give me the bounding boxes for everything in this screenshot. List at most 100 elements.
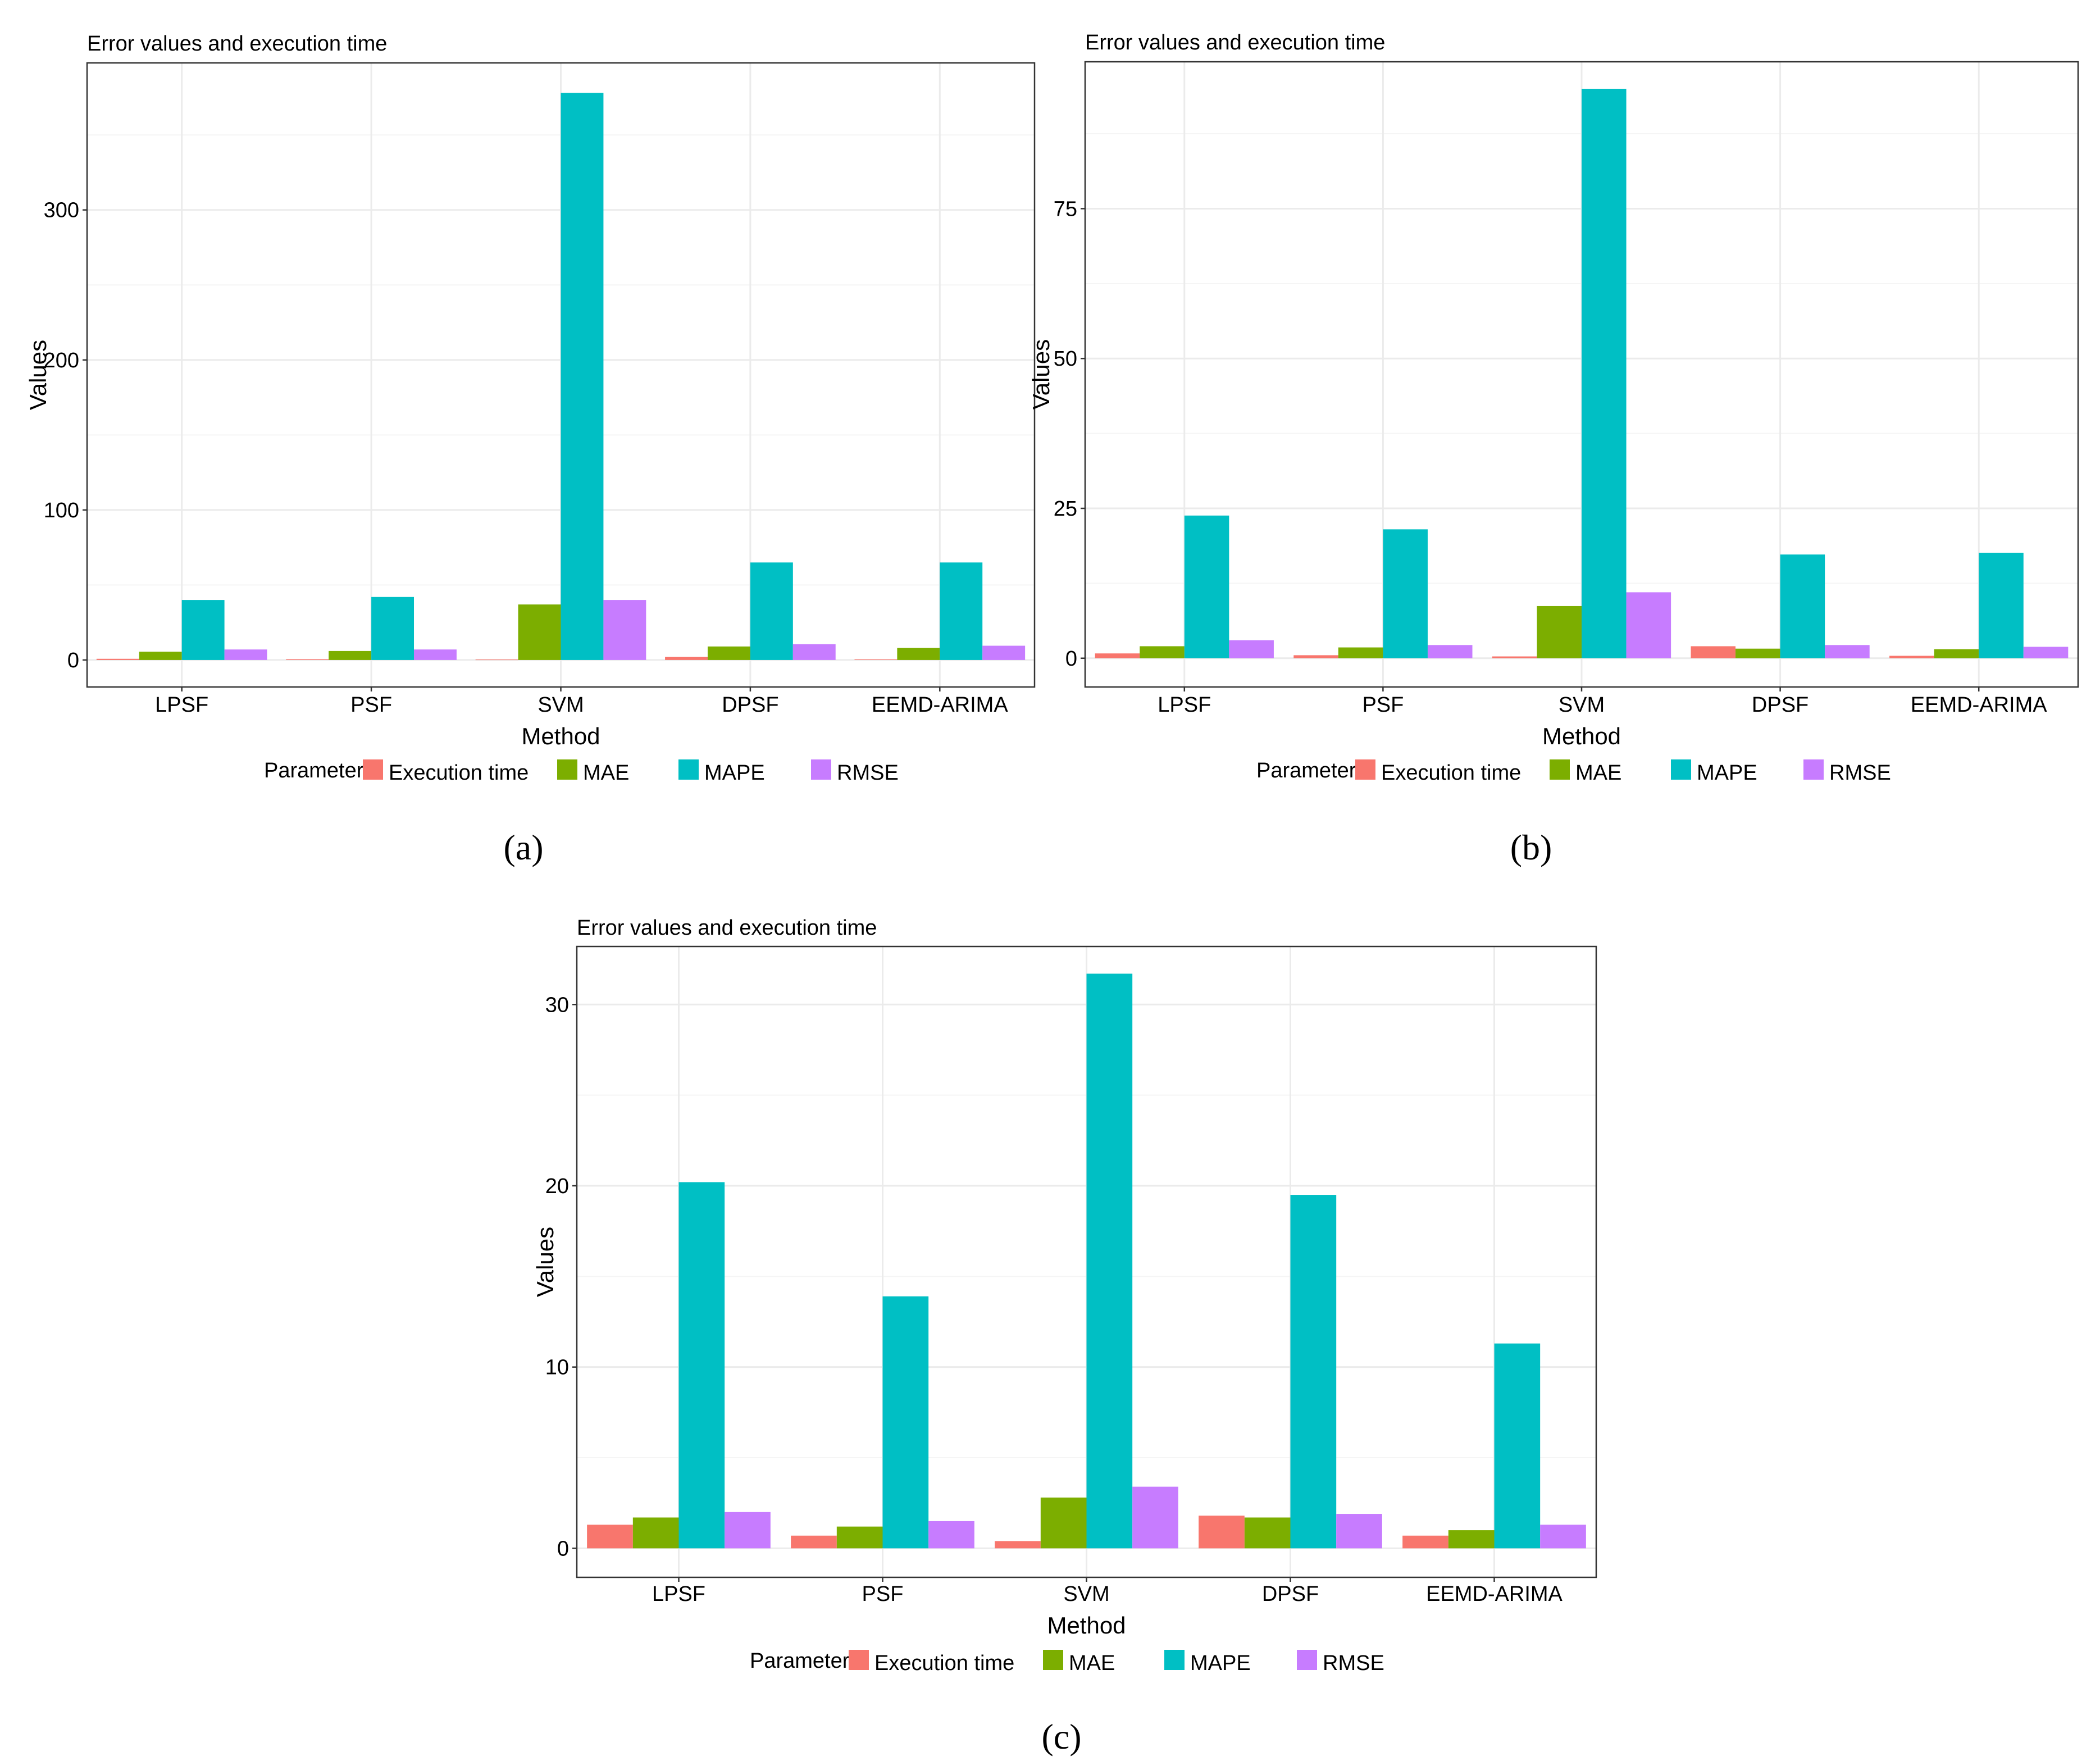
bar-rmse-dpsf <box>1825 645 1870 658</box>
y-tick-label: 100 <box>44 499 79 522</box>
legend-item: Execution time <box>1355 759 1521 785</box>
legend-label: RMSE <box>837 761 899 785</box>
y-tick-label: 300 <box>44 199 79 222</box>
legend-item: Execution time <box>363 759 529 785</box>
x-axis-label: Method <box>1047 1612 1126 1639</box>
legend-item: RMSE <box>1297 1650 1384 1675</box>
legend-label: MAPE <box>704 761 765 785</box>
x-tick-label: LPSF <box>155 693 208 717</box>
legend-item: RMSE <box>1803 759 1891 785</box>
bar-rmse-svm <box>603 600 646 660</box>
bar-mae-eemd-arima <box>1934 649 1979 658</box>
y-tick-label: 50 <box>1054 347 1077 371</box>
x-tick-label: LPSF <box>1158 693 1211 717</box>
bar-execution-time-eemd-arima <box>1402 1535 1448 1549</box>
legend-label: Execution time <box>874 1651 1014 1675</box>
bar-execution-time-eemd-arima <box>854 659 898 660</box>
legend-label: Execution time <box>1381 761 1521 785</box>
legend: Parameter Execution time MAE MAPE RMSE <box>264 759 899 785</box>
bar-rmse-psf <box>1427 645 1473 658</box>
bar-rmse-eemd-arima <box>1540 1525 1586 1549</box>
legend-item: MAE <box>557 759 629 785</box>
x-axis-label: Method <box>1542 723 1621 749</box>
bar-mae-psf <box>329 650 372 660</box>
x-tick-label: DPSF <box>722 693 778 717</box>
bar-execution-time-lpsf <box>1095 653 1140 658</box>
legend-swatch <box>1043 1650 1063 1670</box>
bar-mape-lpsf <box>181 600 225 660</box>
legend-swatch <box>811 759 831 780</box>
legend-label: MAPE <box>1697 761 1757 785</box>
legend-swatch <box>1550 759 1570 780</box>
y-axis-label: Values <box>25 340 51 410</box>
bar-mae-dpsf <box>1244 1517 1291 1549</box>
legend-swatch <box>557 759 577 780</box>
bar-execution-time-svm <box>1492 656 1537 658</box>
legend-item: MAE <box>1043 1650 1115 1675</box>
x-tick-label: SVM <box>1559 693 1605 717</box>
chart-panel-a: 0 100 200 300 LPSF PSF SVM DPSF EEMD-ARIMA Error … <box>25 32 1036 867</box>
legend-label: MAE <box>1069 1651 1115 1675</box>
bar-rmse-lpsf <box>1229 640 1274 658</box>
bar-execution-time-svm <box>475 659 518 661</box>
x-tick-label: SVM <box>1063 1582 1109 1606</box>
bar-execution-time-lpsf <box>587 1525 633 1549</box>
chart-panel-b: 0 25 50 75 LPSF PSF SVM DPSF EEMD-ARIMA Error val… <box>1028 31 2079 867</box>
bar-rmse-psf <box>928 1521 974 1549</box>
y-tick-label: 0 <box>67 649 79 672</box>
legend-label: RMSE <box>1323 1651 1384 1675</box>
bar-rmse-dpsf <box>792 644 836 660</box>
bar-execution-time-dpsf <box>1691 646 1736 658</box>
panel-caption: (b) <box>1510 827 1552 867</box>
x-tick-label: EEMD-ARIMA <box>1911 693 2047 717</box>
legend-item: Execution time <box>849 1650 1014 1675</box>
bar-mape-dpsf <box>750 562 793 660</box>
y-tick-label: 20 <box>545 1175 569 1198</box>
bars <box>587 973 1586 1549</box>
legend-item: MAE <box>1550 759 1621 785</box>
legend-item: MAPE <box>678 759 765 785</box>
y-tick-label: 0 <box>1065 647 1077 671</box>
y-tick-label: 10 <box>545 1356 569 1380</box>
bar-execution-time-eemd-arima <box>1889 656 1934 658</box>
bars <box>96 93 1026 661</box>
chart-title: Error values and execution time <box>87 32 387 56</box>
legend-item: MAPE <box>1671 759 1757 785</box>
bar-rmse-lpsf <box>224 649 267 660</box>
legend-label: MAE <box>1575 761 1621 785</box>
legend-title: Parameter <box>1256 759 1356 782</box>
bar-rmse-lpsf <box>725 1512 771 1549</box>
x-tick-label: PSF <box>350 693 392 717</box>
x-tick-label: PSF <box>1362 693 1404 717</box>
legend-label: Execution time <box>389 761 529 785</box>
bar-execution-time-dpsf <box>1199 1516 1245 1549</box>
bar-execution-time-lpsf <box>96 658 139 660</box>
bar-execution-time-psf <box>1293 655 1338 658</box>
bar-mae-psf <box>836 1526 883 1549</box>
bar-mae-svm <box>518 604 561 660</box>
legend: Parameter Execution time MAE MAPE RMSE <box>750 1649 1384 1675</box>
x-axis-label: Method <box>521 723 600 749</box>
y-tick-label: 25 <box>1054 497 1077 521</box>
bar-mape-eemd-arima <box>1979 552 2024 658</box>
bar-mape-eemd-arima <box>1494 1343 1541 1549</box>
x-tick-label: EEMD-ARIMA <box>1426 1582 1563 1606</box>
legend-item: MAPE <box>1164 1650 1251 1675</box>
legend-swatch <box>1164 1650 1185 1670</box>
legend-swatch <box>1297 1650 1317 1670</box>
panel-caption: (c) <box>1041 1717 1081 1757</box>
bar-mae-psf <box>1338 647 1383 658</box>
bar-execution-time-psf <box>286 659 329 660</box>
bar-rmse-dpsf <box>1336 1514 1382 1549</box>
legend-swatch <box>1355 759 1375 780</box>
chart-panel-c: 0 10 20 30 LPSF PSF SVM DPSF EEMD-ARIMA Error val… <box>532 916 1597 1757</box>
bars <box>1095 89 2069 658</box>
y-tick-label: 30 <box>545 993 569 1017</box>
bar-execution-time-svm <box>995 1541 1041 1549</box>
bar-rmse-svm <box>1132 1486 1178 1549</box>
bar-mape-svm <box>1582 89 1627 658</box>
bar-mape-psf <box>1383 529 1428 658</box>
legend-title: Parameter <box>264 759 364 782</box>
legend: Parameter Execution time MAE MAPE RMSE <box>1256 759 1891 785</box>
